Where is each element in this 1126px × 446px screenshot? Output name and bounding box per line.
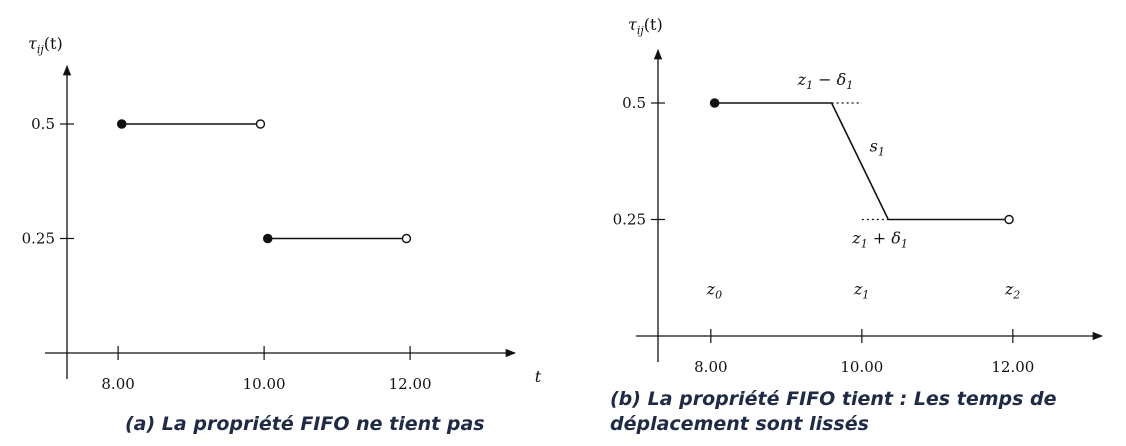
caption-a: (a) La propriété FIFO ne tient pas [125,413,485,435]
chart-panel-b: τij(t) 8.00 10.00 12.00 0.5 0.25 z1 − δ1 s1 z1 +… [613,15,1104,376]
y-tick-label: 0.25 [22,230,55,248]
annotation-z1-minus-delta1: z1 − δ1 [797,70,854,92]
y-tick-label: 0.5 [622,94,646,112]
annotation-z0: z0 [706,279,722,301]
x-tick-label: 12.00 [389,375,432,393]
end-point-open [401,233,412,244]
annotation-z1: z1 [853,279,869,301]
annotation-z1-plus-delta1: z1 + δ1 [851,229,908,251]
chart-panel-a: τij(t) t 8.00 10.00 12.00 0.5 0.25 [22,34,542,393]
x-tick-label: 10.00 [840,358,883,376]
annotation-z2: z2 [1004,279,1020,301]
start-point-filled [116,119,127,129]
x-tick-label: 12.00 [991,358,1034,376]
x-tick-label: 10.00 [243,375,286,393]
y-tick-label: 0.5 [31,115,55,133]
x-tick-label: 8.00 [101,375,134,393]
x-tick-label: 8.00 [694,358,727,376]
end-point-open [1004,214,1014,225]
start-point-filled [262,233,273,244]
end-point-open [255,119,266,129]
y-axis-label: τij(t) [628,15,663,37]
x-axis-label: t [535,367,542,386]
annotation-s1: s1 [870,136,885,158]
series-line [714,102,1010,221]
start-point-filled [709,98,720,108]
y-axis-label: τij(t) [28,34,63,56]
y-tick-label: 0.25 [613,211,646,229]
caption-b: (b) La propriété FIFO tient : Les temps … [610,388,1057,435]
